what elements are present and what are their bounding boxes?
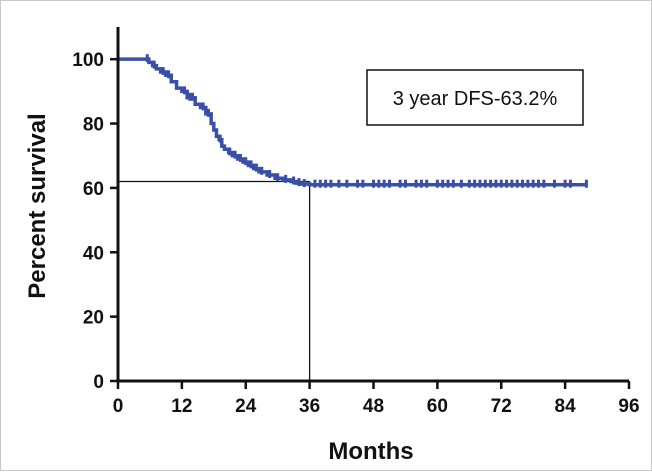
x-axis-ticks: 0 12 24 36 48 60 72 84 96: [113, 381, 640, 417]
x-axis-title: Months: [328, 438, 413, 465]
y-tick-label: 40: [83, 243, 104, 264]
x-tick-label: 24: [235, 396, 257, 417]
annotation-box: 3 year DFS-63.2%: [366, 69, 584, 126]
x-tick-label: 60: [427, 396, 448, 417]
y-tick-label: 80: [83, 115, 104, 136]
x-tick-label: 12: [171, 396, 192, 417]
x-tick-label: 48: [363, 396, 384, 417]
reference-lines: [118, 180, 311, 381]
x-tick-label: 96: [618, 396, 639, 417]
y-tick-label: 0: [93, 372, 104, 393]
annotation-text: 3 year DFS-63.2%: [393, 88, 558, 110]
y-axis-ticks: 0 20 40 60 80 100: [72, 50, 118, 393]
y-tick-label: 100: [72, 50, 104, 71]
x-tick-label: 0: [113, 396, 124, 417]
y-tick-label: 20: [83, 308, 104, 329]
y-tick-label: 60: [83, 179, 104, 200]
y-axis-title: Percent survival: [24, 113, 51, 298]
censor-marks: [145, 54, 588, 188]
x-tick-label: 72: [491, 396, 512, 417]
x-tick-label: 36: [299, 396, 320, 417]
x-tick-label: 84: [555, 396, 577, 417]
